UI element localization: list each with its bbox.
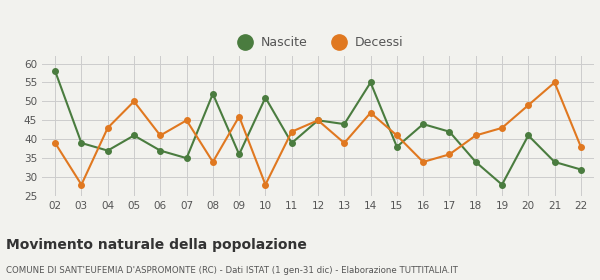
Decessi bbox=[104, 126, 112, 130]
Nascite bbox=[446, 130, 453, 133]
Decessi bbox=[577, 145, 584, 148]
Nascite bbox=[419, 122, 427, 126]
Decessi bbox=[157, 134, 164, 137]
Nascite bbox=[183, 157, 190, 160]
Decessi bbox=[551, 81, 558, 84]
Decessi bbox=[341, 141, 348, 145]
Line: Decessi: Decessi bbox=[52, 80, 584, 187]
Decessi bbox=[52, 141, 59, 145]
Decessi bbox=[499, 126, 506, 130]
Nascite bbox=[341, 122, 348, 126]
Decessi bbox=[130, 100, 137, 103]
Nascite bbox=[367, 81, 374, 84]
Nascite bbox=[551, 160, 558, 164]
Decessi bbox=[419, 160, 427, 164]
Nascite bbox=[288, 141, 295, 145]
Nascite bbox=[393, 145, 400, 148]
Nascite bbox=[524, 134, 532, 137]
Decessi bbox=[236, 115, 243, 118]
Nascite bbox=[472, 160, 479, 164]
Nascite bbox=[236, 153, 243, 156]
Text: COMUNE DI SANT'EUFEMIA D'ASPROMONTE (RC) - Dati ISTAT (1 gen-31 dic) - Elaborazi: COMUNE DI SANT'EUFEMIA D'ASPROMONTE (RC)… bbox=[6, 266, 458, 275]
Nascite bbox=[209, 92, 217, 95]
Nascite bbox=[104, 149, 112, 152]
Decessi bbox=[314, 119, 322, 122]
Nascite bbox=[262, 96, 269, 99]
Decessi bbox=[524, 104, 532, 107]
Decessi bbox=[78, 183, 85, 186]
Decessi bbox=[393, 134, 400, 137]
Decessi bbox=[288, 130, 295, 133]
Legend: Nascite, Decessi: Nascite, Decessi bbox=[227, 31, 409, 54]
Decessi bbox=[367, 111, 374, 115]
Decessi bbox=[262, 183, 269, 186]
Decessi bbox=[472, 134, 479, 137]
Nascite bbox=[314, 119, 322, 122]
Nascite bbox=[499, 183, 506, 186]
Decessi bbox=[183, 119, 190, 122]
Line: Nascite: Nascite bbox=[52, 68, 584, 187]
Nascite bbox=[130, 134, 137, 137]
Decessi bbox=[446, 153, 453, 156]
Nascite bbox=[78, 141, 85, 145]
Nascite bbox=[52, 69, 59, 73]
Text: Movimento naturale della popolazione: Movimento naturale della popolazione bbox=[6, 238, 307, 252]
Decessi bbox=[209, 160, 217, 164]
Nascite bbox=[577, 168, 584, 171]
Nascite bbox=[157, 149, 164, 152]
